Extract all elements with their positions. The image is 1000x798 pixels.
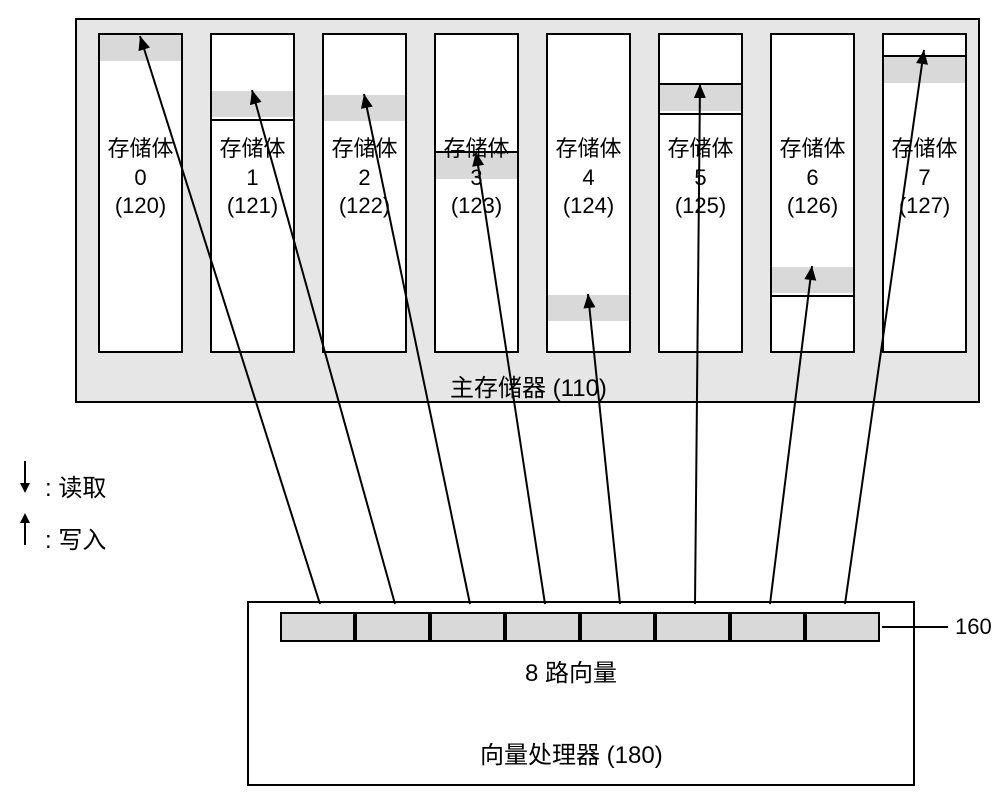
bank-divider [660,83,741,85]
vector-row-label: 8 路向量 [525,653,617,688]
bank-name: 存储体 [779,136,845,161]
bank-shaded-region [212,91,293,117]
bank-divider [772,295,853,297]
vector-lane-0 [280,612,355,642]
legend-write-arrow-icon [17,511,33,547]
bank-number: 6 [806,165,818,190]
legend-read-label: : 读取 [45,468,106,503]
bank-shaded-region [324,95,405,121]
bank-label: 存储体 1 (121) [212,135,293,221]
bank-divider [660,113,741,115]
bank-label: 存储体 5 (125) [660,135,741,221]
bank-divider [884,55,965,57]
main-memory-label: 主存储器 (110) [450,368,607,403]
bank-number: 7 [918,165,930,190]
bank-label: 存储体 3 (123) [436,135,517,221]
vector-lane-1 [355,612,430,642]
bank-shaded-region [660,85,741,111]
memory-bank-5: 存储体 5 (125) [658,33,743,353]
bank-number: 0 [134,165,146,190]
bank-name: 存储体 [555,136,621,161]
bank-ref: (120) [115,193,166,218]
bank-ref: (121) [227,193,278,218]
bank-ref: (124) [563,193,614,218]
bank-name: 存储体 [107,136,173,161]
bank-shaded-region [548,295,629,321]
bank-name: 存储体 [443,136,509,161]
bank-name: 存储体 [219,136,285,161]
vector-processor-label: 向量处理器 (180) [480,735,663,770]
bank-number: 4 [582,165,594,190]
memory-bank-3: 存储体 3 (123) [434,33,519,353]
memory-bank-0: 存储体 0 (120) [98,33,183,353]
bank-shaded-region [772,267,853,293]
bank-number: 2 [358,165,370,190]
bank-number: 5 [694,165,706,190]
bank-ref: (127) [899,193,950,218]
bank-label: 存储体 7 (127) [884,135,965,221]
bank-label: 存储体 0 (120) [100,135,181,221]
leader-line-160 [880,625,950,629]
vector-lane-2 [430,612,505,642]
vector-lane-5 [655,612,730,642]
bank-label: 存储体 2 (122) [324,135,405,221]
bank-name: 存储体 [667,136,733,161]
bank-label: 存储体 6 (126) [772,135,853,221]
bank-name: 存储体 [331,136,397,161]
memory-bank-6: 存储体 6 (126) [770,33,855,353]
memory-bank-2: 存储体 2 (122) [322,33,407,353]
memory-bank-1: 存储体 1 (121) [210,33,295,353]
legend-read-arrow-icon [17,459,33,495]
vector-lane-3 [505,612,580,642]
memory-bank-7: 存储体 7 (127) [882,33,967,353]
bank-number: 1 [246,165,258,190]
bank-ref: (126) [787,193,838,218]
vector-lane-4 [580,612,655,642]
bank-shaded-region [884,57,965,83]
bank-label: 存储体 4 (124) [548,135,629,221]
bank-ref: (122) [339,193,390,218]
memory-bank-4: 存储体 4 (124) [546,33,631,353]
bank-ref: (123) [451,193,502,218]
vector-lane-7 [805,612,880,642]
bank-ref: (125) [675,193,726,218]
bank-number: 3 [470,165,482,190]
bank-divider [212,119,293,121]
ref-label-160: 160 [955,614,992,640]
bank-shaded-region [100,35,181,61]
legend-write-label: : 写入 [45,520,106,555]
vector-lane-6 [730,612,805,642]
bank-name: 存储体 [891,136,957,161]
